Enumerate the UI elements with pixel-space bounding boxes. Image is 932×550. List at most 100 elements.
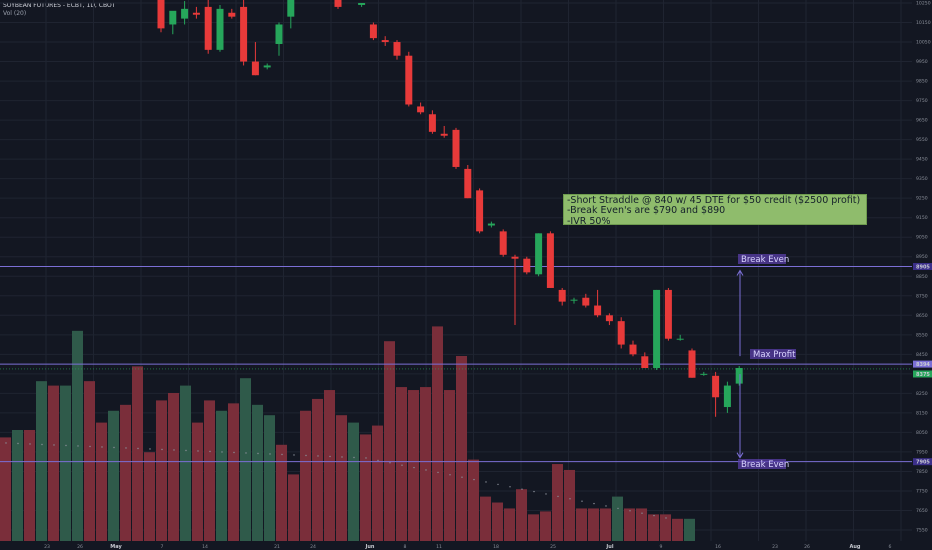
current-price-tag (913, 370, 932, 378)
volume-ma-dot (77, 445, 79, 447)
volume-indicator-label: Vol (20) (3, 10, 27, 17)
candle (464, 165, 472, 199)
time-tick-label: 26 (77, 544, 83, 550)
candle (535, 233, 543, 277)
candle-body (523, 258, 531, 273)
level-price-tag (913, 360, 932, 368)
volume-bar (204, 400, 215, 541)
volume-bar (228, 403, 239, 541)
volume-bars (0, 326, 695, 541)
upper-arrow-head (736, 269, 744, 276)
volume-ma-dot (533, 490, 535, 493)
volume-ma-dot (101, 446, 103, 448)
candle-body (181, 8, 189, 19)
candle-body (605, 315, 613, 322)
time-tick-label: 18 (493, 544, 499, 550)
volume-ma-dot (329, 455, 331, 458)
candle (653, 289, 661, 370)
volume-bar (72, 330, 83, 541)
candle-body (393, 42, 401, 56)
volume-bar (552, 464, 563, 541)
candle-body (464, 168, 472, 199)
volume-ma-dot (125, 447, 127, 449)
volume-ma-dot (29, 443, 31, 445)
volume-bar (168, 393, 179, 541)
volume-ma-dot (281, 453, 283, 456)
candle (393, 40, 401, 60)
break-even-upper-label-bg (738, 254, 786, 264)
volume-bar (336, 415, 347, 541)
volume-bar (396, 387, 407, 541)
volume-bar (264, 415, 275, 541)
price-tick-label: 10050 (916, 40, 931, 46)
volume-ma-dot (341, 456, 343, 458)
candle (546, 231, 554, 288)
volume-ma-dot (365, 457, 367, 459)
volume-bar (468, 459, 479, 541)
candle (169, 10, 177, 35)
volume-ma-dot (629, 510, 631, 512)
price-tick-label: 9150 (916, 215, 928, 221)
candle (487, 221, 495, 228)
time-tick-label: 9 (660, 544, 663, 550)
candle (594, 289, 602, 318)
volume-bar (624, 508, 635, 541)
note-line: -Short Straddle @ 840 w/ 45 DTE for $50 … (567, 195, 861, 206)
candle-body (558, 289, 566, 302)
candle (405, 51, 413, 107)
candle-body (287, 0, 295, 17)
note-line: -Break Even's are $790 and $890 (567, 205, 726, 217)
price-tick-label: 7550 (916, 528, 928, 534)
current-price-label: 8375 (916, 372, 930, 378)
candle-body (688, 350, 696, 378)
volume-bar (120, 404, 131, 541)
price-tick-label: 9050 (916, 235, 928, 241)
candle-body (476, 190, 484, 232)
volume-bar (384, 341, 395, 541)
candle (629, 340, 637, 357)
time-axis: 23 26 May 7 14 21 24 Jun 8 11 18 25 Jul 9 16 23 26 Aug 6 (44, 544, 891, 550)
candles (157, 0, 743, 417)
volume-ma-dot (149, 448, 151, 450)
price-tick-label: 7850 (916, 469, 928, 475)
candle (476, 188, 484, 234)
volume-bar (420, 387, 431, 541)
volume-bar (144, 452, 155, 541)
candle-body (263, 65, 271, 68)
volume-bar (180, 385, 191, 541)
candle-body (487, 223, 495, 226)
volume-bar (24, 430, 35, 541)
candle (263, 63, 271, 70)
volume-ma-dot (641, 512, 643, 514)
price-tick-label: 10150 (916, 20, 931, 26)
annotation-labels: Break Even Max Profit Break Even (738, 254, 796, 470)
annotation-arrows (736, 269, 744, 459)
volume-ma-dot (605, 505, 607, 507)
price-axis: 10250 10150 10050 9950 9850 9750 9650 9550 9450 9… (912, 0, 932, 550)
time-tick-label: 11 (436, 544, 442, 550)
volume-bar (300, 410, 311, 541)
time-tick-label: 24 (310, 544, 316, 550)
volume-ma-dot (389, 462, 391, 464)
volume-bar (324, 390, 335, 541)
candle-body (617, 321, 625, 345)
price-tick-label: 9850 (916, 79, 928, 85)
volume-bar (108, 410, 119, 541)
volume-bar (648, 514, 659, 541)
candle (440, 125, 448, 138)
candle (700, 371, 708, 376)
time-tick-label: 7 (161, 544, 164, 550)
volume-ma-dot (221, 451, 223, 453)
volume-ma-dot (137, 447, 139, 450)
volume-bar (48, 385, 59, 541)
volume-bar (444, 390, 455, 541)
candle (181, 1, 189, 25)
time-tick-label: 8 (404, 544, 407, 550)
volume-bar (60, 385, 71, 541)
volume-bar (432, 326, 443, 541)
time-tick-label: 21 (274, 544, 280, 550)
price-axis-bg (912, 0, 932, 550)
volume-bar (684, 518, 695, 541)
volume-bar (36, 381, 47, 541)
